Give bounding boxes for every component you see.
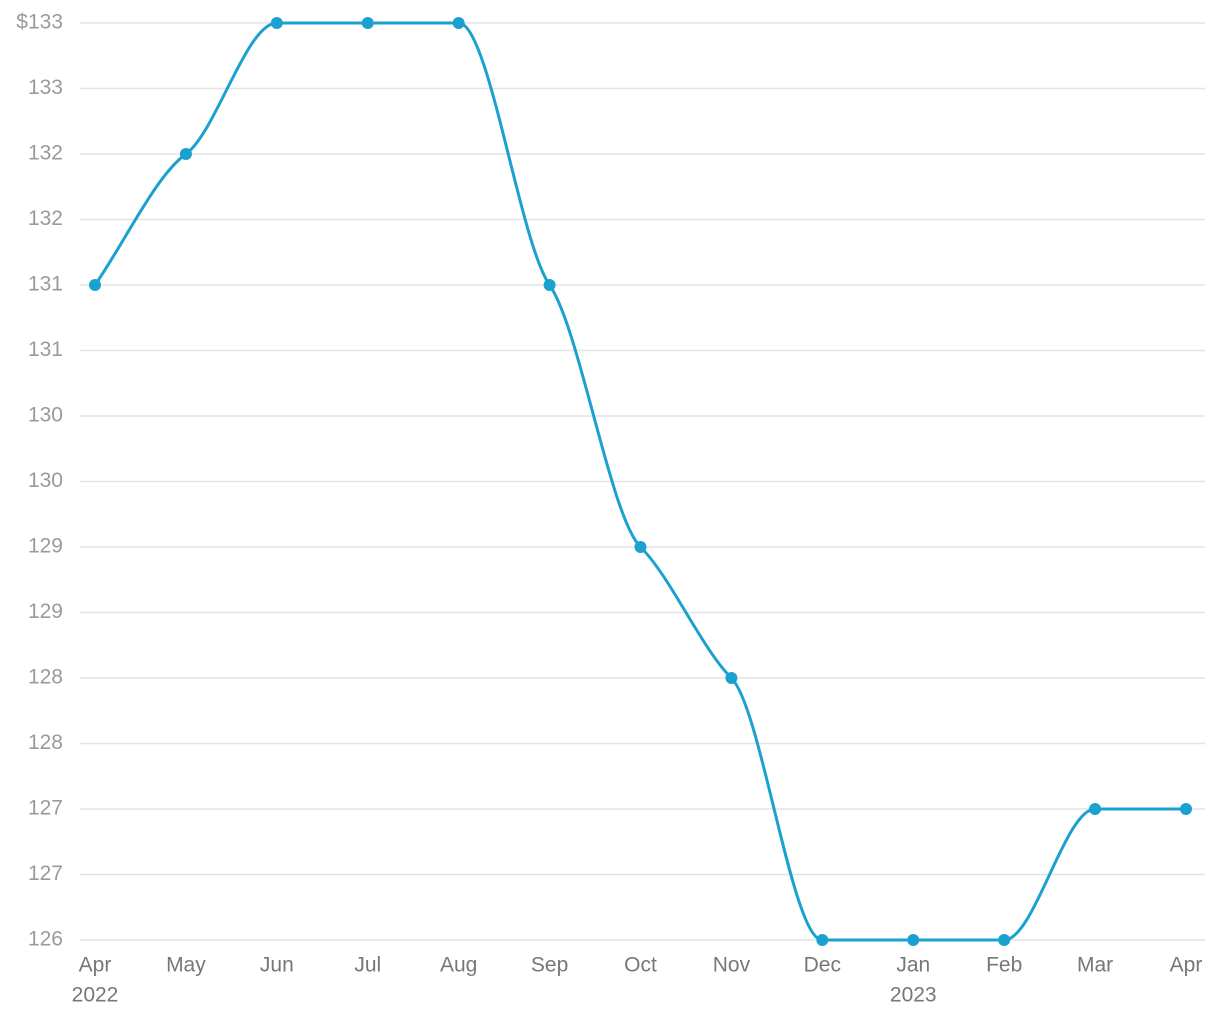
x-tick-label: Nov: [713, 954, 751, 977]
y-tick-label: 127: [28, 862, 63, 885]
y-tick-label: 132: [28, 207, 63, 230]
x-tick-label: Oct: [624, 954, 657, 977]
y-tick-label: 131: [28, 273, 63, 296]
point: [543, 279, 556, 291]
x-tick-label: Jul: [354, 954, 381, 977]
x-tick-label: Dec: [804, 954, 841, 977]
x-year-label: 2023: [890, 984, 937, 1007]
point: [634, 541, 647, 553]
x-tick-label: Jun: [260, 954, 294, 977]
x-year-label: 2022: [72, 984, 119, 1007]
point: [270, 17, 283, 29]
y-tick-label: 126: [28, 928, 63, 951]
y-tick-label: 128: [28, 731, 63, 754]
y-tick-label: 130: [28, 404, 63, 427]
point: [907, 934, 920, 946]
x-tick-label: Apr: [1170, 954, 1203, 977]
x-tick-label: Aug: [440, 954, 477, 977]
y-tick-label: 131: [28, 338, 63, 361]
x-tick-label: Apr: [79, 954, 112, 977]
x-tick-label: May: [166, 954, 206, 977]
y-tick-label: 128: [28, 666, 63, 689]
y-tick-label: 129: [28, 535, 63, 558]
point: [179, 148, 192, 160]
point: [1180, 803, 1192, 815]
x-tick-label: Mar: [1077, 954, 1113, 977]
point: [998, 934, 1011, 946]
point: [725, 672, 738, 684]
point: [452, 17, 465, 29]
y-tick-label: 129: [28, 600, 63, 623]
point: [1089, 803, 1102, 815]
y-tick-label: 132: [28, 142, 63, 165]
point: [361, 17, 374, 29]
point: [816, 934, 829, 946]
x-tick-label: Sep: [531, 954, 568, 977]
point: [89, 279, 101, 291]
y-tick-label: $133: [16, 11, 63, 34]
y-tick-label: 133: [28, 76, 63, 99]
x-tick-label: Jan: [896, 954, 930, 977]
y-tick-label: 130: [28, 469, 63, 492]
x-tick-label: Feb: [986, 954, 1022, 977]
y-tick-label: 127: [28, 797, 63, 820]
